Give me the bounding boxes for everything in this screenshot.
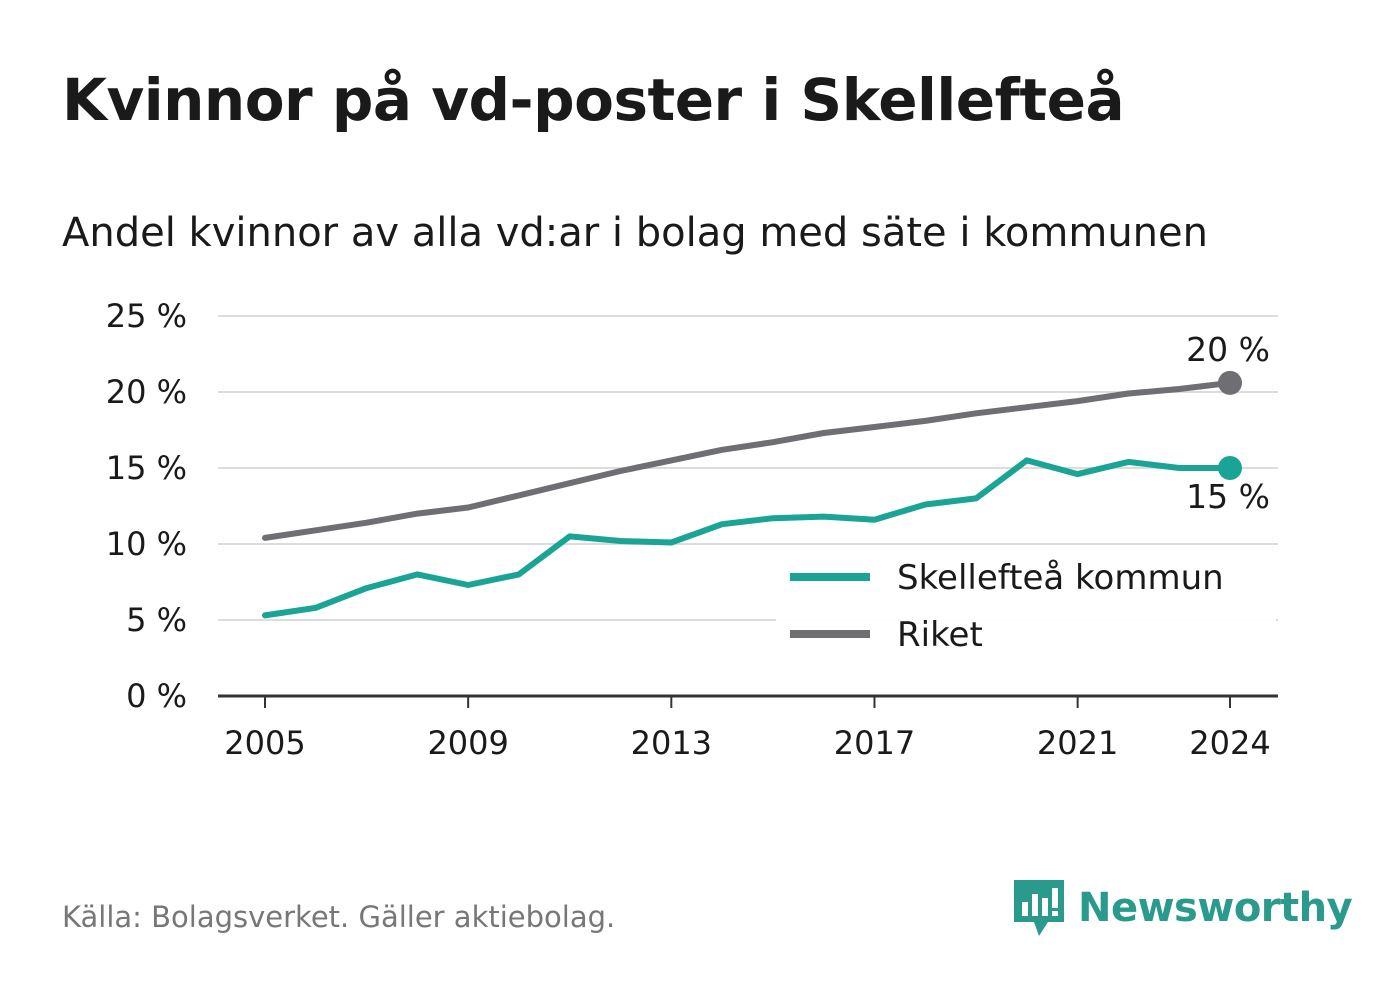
series-end-point <box>1218 370 1242 395</box>
newsworthy-logo-icon <box>1014 880 1064 936</box>
series-end-point <box>1218 456 1242 480</box>
series-line <box>262 379 1233 541</box>
brand-logo: Newsworthy <box>1012 876 1353 940</box>
y-tick-label: 25 % <box>106 297 187 335</box>
x-tick-label: 2009 <box>427 724 508 762</box>
series-end-label: 15 % <box>1186 477 1270 516</box>
y-tick-label: 5 % <box>126 601 187 639</box>
chart-title: Kvinnor på vd-poster i Skellefteå <box>62 66 1125 134</box>
x-tick-label: 2017 <box>834 724 915 762</box>
series-line <box>262 457 1233 619</box>
y-tick-label: 15 % <box>106 449 187 487</box>
legend-label: Skellefteå kommun <box>897 558 1224 598</box>
series-lines: 15 % 20 % <box>262 330 1270 619</box>
legend: Skellefteå kommun Riket <box>776 546 1276 670</box>
x-tick-label: 2013 <box>631 724 712 762</box>
source-note: Källa: Bolagsverket. Gäller aktiebolag. <box>62 900 616 934</box>
series-end-label: 20 % <box>1186 330 1270 369</box>
y-axis: 0 % 5 % 10 % 15 % 20 % 25 % <box>106 297 187 715</box>
y-tick-label: 20 % <box>106 373 187 411</box>
x-tick-label: 2021 <box>1037 724 1118 762</box>
x-axis: 2005 2009 2013 2017 2021 2024 <box>224 696 1271 762</box>
legend-background <box>776 546 1276 670</box>
y-tick-label: 0 % <box>126 677 187 715</box>
y-tick-label: 10 % <box>106 525 187 563</box>
chart-subtitle: Andel kvinnor av alla vd:ar i bolag med … <box>62 210 1208 256</box>
x-tick-label: 2005 <box>224 724 305 762</box>
x-tick-label: 2024 <box>1189 724 1270 762</box>
brand-name: Newsworthy <box>1078 885 1353 931</box>
legend-label: Riket <box>897 615 983 655</box>
